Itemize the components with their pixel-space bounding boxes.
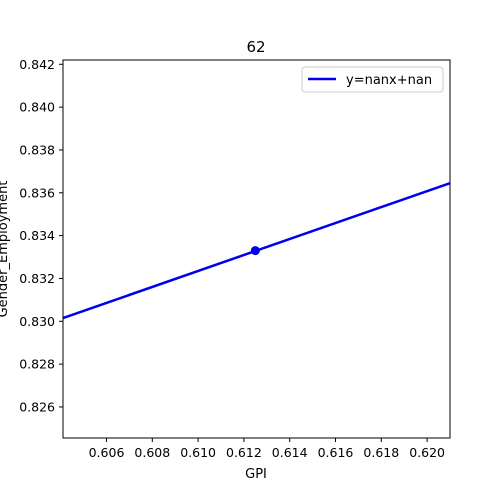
x-tick-label: 0.612 <box>226 445 262 460</box>
x-tick-label: 0.620 <box>409 445 445 460</box>
x-tick-label: 0.614 <box>272 445 308 460</box>
y-tick-label: 0.840 <box>19 100 55 115</box>
x-axis-label: GPI <box>245 467 267 482</box>
x-tick-label: 0.616 <box>318 445 354 460</box>
y-tick-label: 0.836 <box>19 185 55 200</box>
series-layer <box>63 181 450 320</box>
x-axis: 0.606 0.608 0.610 0.612 0.614 0.616 0.618 0.620 <box>89 438 445 460</box>
y-tick-label: 0.828 <box>19 357 55 372</box>
y-axis: 0.826 0.828 0.830 0.832 0.834 0.836 0.838 0.840… <box>19 57 63 414</box>
plot-frame <box>62 59 451 439</box>
plot-area <box>63 181 450 320</box>
y-tick-label: 0.838 <box>19 142 55 157</box>
legend-box <box>301 66 444 93</box>
data-point <box>250 246 260 256</box>
y-tick-label: 0.842 <box>19 57 55 72</box>
y-tick-label: 0.830 <box>19 314 55 329</box>
y-tick-label: 0.832 <box>19 271 55 286</box>
x-tick-label: 0.610 <box>180 445 216 460</box>
x-tick-label: 0.618 <box>363 445 399 460</box>
x-tick-label: 0.608 <box>134 445 170 460</box>
chart-title: 62 <box>246 38 265 56</box>
y-tick-label: 0.834 <box>19 228 55 243</box>
legend: y=nanx+nan <box>301 66 444 93</box>
y-tick-label: 0.826 <box>19 399 55 414</box>
y-axis-label: Gender_Employment <box>0 181 11 318</box>
x-tick-label: 0.606 <box>89 445 125 460</box>
legend-entry-label: y=nanx+nan <box>346 73 432 88</box>
